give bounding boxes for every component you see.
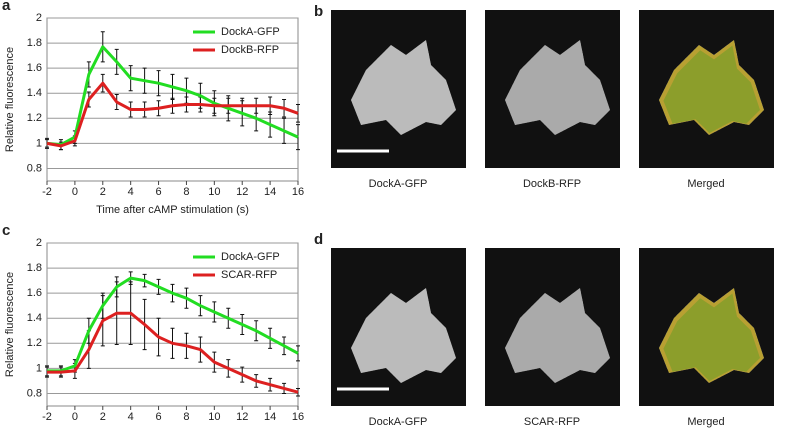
y-tick-label: 1.6 [27, 287, 42, 299]
cell [659, 40, 764, 135]
legend-label: DockB-RFP [221, 44, 279, 56]
x-axis-label: Time after cAMP stimulation (s) [96, 204, 249, 216]
y-tick-label: 1.6 [27, 62, 42, 74]
y-tick-label: 0.8 [27, 162, 42, 174]
x-tick-label: 0 [72, 186, 78, 198]
y-axis-label: Relative fluorescence [4, 272, 16, 377]
x-tick-label: -2 [42, 186, 52, 198]
series-line [47, 311, 299, 394]
series-line [46, 45, 299, 147]
image-panel: d DockA-GFP SCAR-RFP Merged [314, 231, 774, 428]
image-caption: Merged [687, 416, 724, 428]
legend-label: DockA-GFP [221, 251, 280, 263]
x-tick-label: 12 [236, 186, 248, 198]
x-tick-label: 12 [236, 411, 248, 423]
error-bar [296, 345, 300, 362]
y-tick-label: 1.4 [27, 312, 42, 324]
panel-label: d [314, 231, 323, 248]
image-caption: SCAR-RFP [524, 416, 580, 428]
y-tick-label: 1 [36, 362, 42, 374]
series-line [47, 276, 299, 373]
x-tick-label: 6 [155, 411, 161, 423]
x-tick-label: 16 [292, 411, 304, 423]
x-tick-label: 14 [264, 411, 276, 423]
x-tick-label: 2 [100, 186, 106, 198]
cell [505, 288, 610, 383]
image-caption: Merged [687, 178, 724, 190]
x-tick-label: 8 [183, 186, 189, 198]
x-tick-label: 0 [72, 411, 78, 423]
x-tick-label: 10 [208, 186, 220, 198]
x-tick-label: 14 [264, 186, 276, 198]
y-tick-label: 1.2 [27, 112, 42, 124]
panel-label: b [314, 3, 323, 20]
y-tick-label: 1.8 [27, 262, 42, 274]
image-caption: DockA-GFP [369, 416, 428, 428]
image-caption: DockA-GFP [369, 178, 428, 190]
y-tick-label: 0.8 [27, 387, 42, 399]
legend-label: DockA-GFP [221, 26, 280, 38]
cell [659, 288, 764, 383]
cell-overlay [663, 45, 760, 133]
y-tick-label: 2 [36, 12, 42, 24]
x-tick-label: -2 [42, 411, 52, 423]
image-caption: DockB-RFP [523, 178, 581, 190]
x-tick-label: 6 [155, 186, 161, 198]
y-tick-label: 2 [36, 237, 42, 249]
panel-label: a [2, 0, 11, 14]
y-tick-label: 1.4 [27, 87, 42, 99]
y-tick-label: 1 [36, 137, 42, 149]
series-line [46, 81, 299, 148]
cell [351, 288, 456, 383]
x-tick-label: 2 [100, 411, 106, 423]
image-panel: b DockA-GFP DockB-RFP Merged [314, 3, 774, 190]
y-tick-label: 1.8 [27, 37, 42, 49]
legend-label: SCAR-RFP [221, 269, 277, 281]
x-tick-label: 8 [183, 411, 189, 423]
chart-panel: a 0.8 1 1.2 1.4 1.6 1.8 2 -2 0 2 4 6 8 10 12 14 16 Time af… [2, 0, 304, 216]
cell [351, 40, 456, 135]
error-bar [45, 139, 49, 148]
x-tick-label: 10 [208, 411, 220, 423]
cell [505, 40, 610, 135]
panel-label: c [2, 222, 10, 239]
cell-overlay [663, 293, 760, 381]
y-tick-label: 1.2 [27, 337, 42, 349]
x-tick-label: 16 [292, 186, 304, 198]
error-bar [296, 124, 300, 151]
x-tick-label: 4 [128, 186, 134, 198]
y-axis-label: Relative fluorescence [4, 47, 16, 152]
x-tick-label: 4 [128, 411, 134, 423]
